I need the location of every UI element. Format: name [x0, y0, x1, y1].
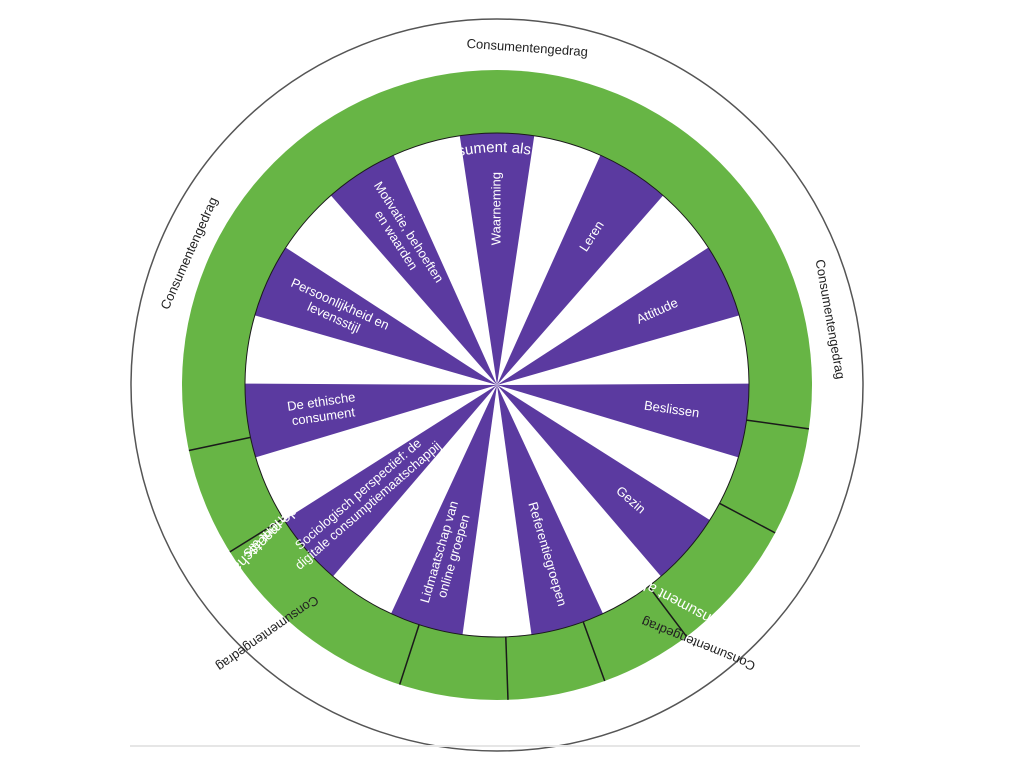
inner-disc-outline: [244, 132, 750, 638]
ring-divider: [229, 517, 284, 553]
wedge-slice: [330, 155, 497, 385]
wedge-slice: [497, 247, 740, 385]
ring-divider: [648, 585, 688, 638]
wedge-slice: [497, 385, 710, 577]
wedge-slice: [497, 385, 603, 635]
ring-divider: [746, 419, 810, 430]
wedge-label: Waarneming: [488, 172, 503, 245]
wedge-slice: [254, 247, 497, 385]
ring-divider: [582, 621, 606, 682]
wedge-slice: [391, 385, 497, 635]
wedge-slice: [497, 383, 749, 458]
wedge-slice: [497, 155, 664, 385]
ring-divider: [505, 636, 509, 700]
wedge-slice: [459, 133, 535, 385]
ring-divider: [188, 436, 251, 452]
bottom-rule: [130, 745, 860, 747]
ring-divider: [719, 502, 776, 534]
wedge-slice: [284, 385, 497, 577]
wedge-group: [245, 133, 749, 635]
wedge-slice: [245, 383, 497, 458]
ring-dividers: [188, 132, 810, 700]
ring-divider: [398, 624, 420, 685]
